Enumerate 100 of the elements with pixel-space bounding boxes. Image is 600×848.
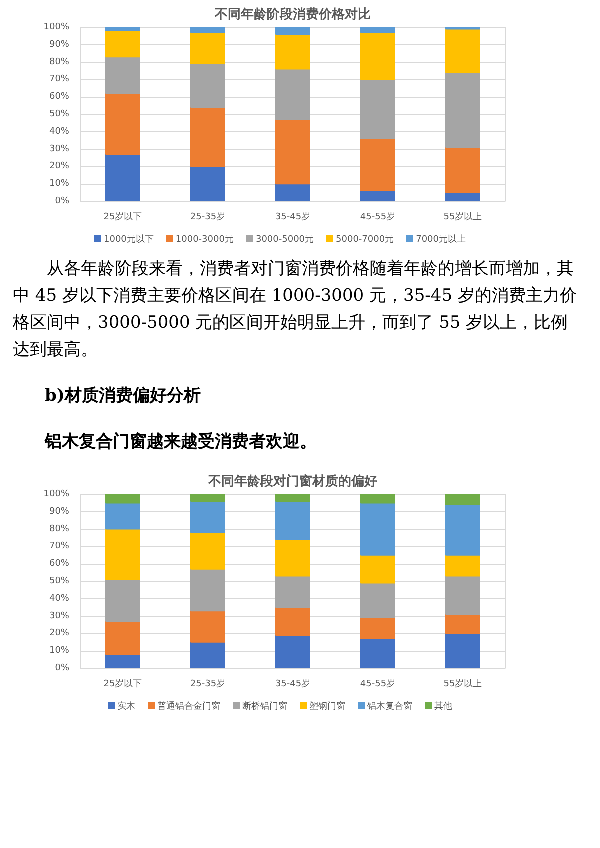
bar <box>446 504 480 556</box>
legend-label: 1000元以下 <box>103 235 154 245</box>
bar <box>276 119 310 185</box>
y-tick-label: 40% <box>49 126 70 137</box>
bar <box>360 32 396 80</box>
y-tick-label: 20% <box>49 628 70 639</box>
bar <box>190 610 226 643</box>
bar <box>360 582 396 619</box>
bar <box>360 554 396 584</box>
y-tick-label: 20% <box>49 162 70 172</box>
bar <box>106 28 140 32</box>
bar <box>446 576 480 616</box>
bar <box>106 654 140 668</box>
y-tick-label: 100% <box>44 490 70 500</box>
x-tick-label: 25-35岁 <box>190 212 226 222</box>
legend-label: 5000-7000元 <box>335 235 394 245</box>
y-tick-label: 90% <box>49 506 70 517</box>
bar <box>360 502 396 556</box>
bar <box>106 528 140 580</box>
bar <box>446 28 480 74</box>
bar <box>276 634 310 668</box>
chart-title: 不同年龄段对门窗材质的偏好 <box>208 474 378 490</box>
x-tick-label: 25岁以下 <box>104 212 142 222</box>
y-tick-label: 10% <box>49 179 70 190</box>
x-tick-label: 45-55岁 <box>360 212 396 222</box>
bar <box>276 494 310 502</box>
y-tick-label: 30% <box>49 144 70 154</box>
legend-label: 实木 <box>116 702 136 712</box>
x-tick-label: 35-45岁 <box>275 212 311 222</box>
y-tick-label: 50% <box>49 576 70 586</box>
bar <box>190 107 226 168</box>
y-tick-label: 10% <box>49 646 70 656</box>
bar <box>360 138 396 192</box>
bar <box>190 64 226 108</box>
x-tick-label: 25岁以下 <box>104 678 142 690</box>
y-tick-label: 50% <box>49 110 70 120</box>
bar <box>190 568 226 612</box>
bar <box>446 494 480 506</box>
bar <box>360 618 396 640</box>
bar <box>276 607 310 636</box>
y-tick-label: 60% <box>49 559 70 570</box>
y-tick-label: 60% <box>49 92 70 102</box>
bar <box>190 500 226 534</box>
legend-label: 塑钢门窗 <box>308 702 346 712</box>
text: 从各年龄阶段来看，消费者对门窗消费价格随着年龄的增长而增加，其中 45 岁以下消费主要价格区间在 1000-3000 元，35-45 岁的消费主力价格区间中，3000-5000 元的区间开始明显上升，而到了 55 岁以上，比例达到最高。 <box>13 258 577 362</box>
bar <box>360 638 396 668</box>
bar <box>360 494 396 504</box>
y-tick-label: 0% <box>55 196 70 206</box>
bar <box>106 579 140 622</box>
bar <box>446 554 480 577</box>
bar <box>276 539 310 577</box>
y-tick-label: 90% <box>49 40 70 50</box>
y-tick-label: 40% <box>49 594 70 604</box>
bar <box>276 68 310 120</box>
legend-label: 铝木复合窗 <box>366 702 412 712</box>
bar <box>190 494 226 502</box>
text: b)材质消费偏好分析 <box>45 385 201 408</box>
bar <box>190 32 226 65</box>
x-tick-label: 55岁以上 <box>444 678 482 690</box>
bar <box>106 154 140 202</box>
bar <box>446 614 480 634</box>
y-tick-label: 70% <box>49 74 70 85</box>
y-tick-label: 0% <box>55 664 70 674</box>
bar <box>190 28 226 34</box>
bar <box>190 166 226 202</box>
bar <box>446 147 480 194</box>
text: 铝木复合门窗越来越受消费者欢迎。 <box>45 431 317 454</box>
y-tick-label: 80% <box>49 524 70 534</box>
x-tick-label: 55岁以上 <box>444 212 482 222</box>
chart-title: 不同年龄阶段消费价格对比 <box>214 8 371 22</box>
bar <box>360 28 396 34</box>
x-tick-label: 35-45岁 <box>275 678 311 690</box>
bar <box>106 502 140 530</box>
bar <box>276 28 310 35</box>
y-tick-label: 100% <box>44 22 70 32</box>
bar <box>190 642 226 668</box>
bar <box>106 56 140 94</box>
bar <box>106 621 140 656</box>
legend-label: 3000-5000元 <box>254 235 314 245</box>
legend-label: 1000-3000元 <box>174 235 234 245</box>
bar <box>276 576 310 608</box>
bar <box>190 532 226 570</box>
bar <box>360 79 396 140</box>
legend-label: 普通铝合金门窗 <box>156 702 220 712</box>
x-tick-label: 25-35岁 <box>190 678 226 690</box>
bar <box>106 30 140 58</box>
legend-label: 断桥铝门窗 <box>242 702 288 712</box>
x-tick-label: 45-55岁 <box>360 678 396 690</box>
bar <box>276 184 310 202</box>
y-tick-label: 80% <box>49 57 70 68</box>
bar <box>276 500 310 540</box>
bar <box>106 93 140 156</box>
legend-label: 其他 <box>434 702 452 712</box>
y-tick-label: 70% <box>49 542 70 552</box>
y-tick-label: 30% <box>49 611 70 622</box>
bar <box>276 34 310 70</box>
bar <box>446 72 480 148</box>
bar <box>106 494 140 504</box>
legend-label: 7000元以上 <box>415 235 466 245</box>
bar <box>446 633 480 668</box>
